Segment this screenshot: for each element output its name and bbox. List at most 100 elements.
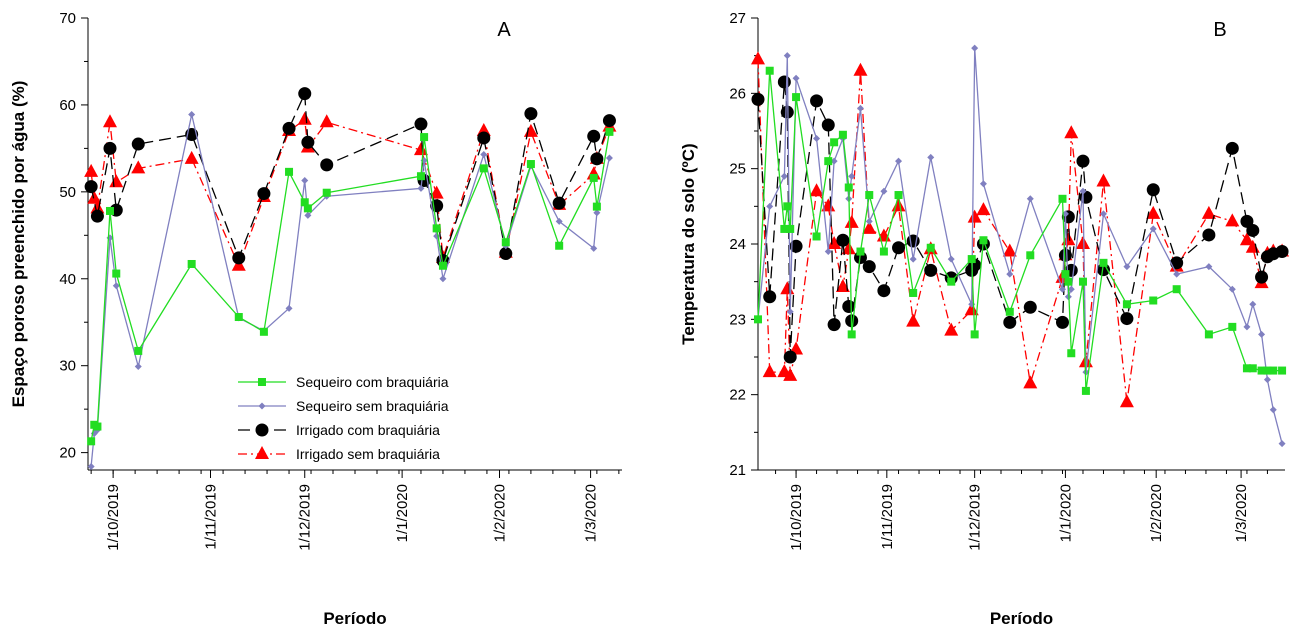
data-point-circle <box>842 300 856 314</box>
data-point-circle <box>751 92 765 106</box>
y-tick-label: 24 <box>729 236 746 253</box>
data-point-square <box>479 164 488 173</box>
data-point-square <box>605 127 614 136</box>
data-point-square <box>812 232 821 241</box>
y-tick-label: 26 <box>729 85 746 102</box>
data-point-triangle <box>1119 394 1134 408</box>
data-point-square <box>300 198 309 207</box>
data-point-square <box>526 160 535 169</box>
data-point-circle <box>1058 248 1072 262</box>
data-point-diamond <box>1205 263 1213 271</box>
data-point-triangle <box>809 183 824 197</box>
data-point-circle <box>131 137 145 151</box>
data-point-diamond <box>792 74 800 82</box>
data-point-square <box>926 243 935 252</box>
data-point-triangle <box>751 51 765 65</box>
data-point-diamond <box>927 153 935 161</box>
x-tick-label: 1/12/2019 <box>297 484 314 551</box>
data-point-triangle <box>862 220 877 234</box>
data-point-square <box>1242 364 1251 373</box>
legend-marker-diamond <box>258 402 266 410</box>
data-point-circle <box>298 87 312 101</box>
data-point-diamond <box>1149 225 1157 233</box>
data-point-circle <box>1120 312 1134 326</box>
data-point-square <box>93 422 102 431</box>
data-point-diamond <box>605 154 613 162</box>
data-point-circle <box>827 318 841 332</box>
data-point-square <box>847 330 856 339</box>
data-point-circle <box>1170 256 1184 270</box>
data-point-triangle <box>87 190 102 204</box>
data-point-diamond <box>880 187 888 195</box>
data-point-diamond <box>813 135 821 143</box>
data-point-circle <box>1023 300 1037 314</box>
data-point-diamond <box>783 52 791 60</box>
data-point-circle <box>1003 315 1017 329</box>
data-point-circle <box>821 118 835 132</box>
x-axis-title: Período <box>323 609 386 628</box>
chart-panel-b: 21 22 23 24 25 26 27 1/10/2019 1/11/2019 1/12/201… <box>679 10 1290 628</box>
data-point-triangle <box>853 62 868 76</box>
data-point-diamond <box>1079 187 1087 195</box>
data-point-triangle <box>1239 232 1254 246</box>
legend-marker-circle <box>255 423 269 437</box>
data-point-square <box>555 241 564 250</box>
data-point-triangle <box>844 214 859 228</box>
y-tick-label: 22 <box>729 387 746 404</box>
data-point-square <box>967 255 976 264</box>
data-point-diamond <box>865 217 873 225</box>
series-line <box>757 70 1283 391</box>
x-tick-label: 1/10/2019 <box>105 484 122 551</box>
data-point-diamond <box>417 184 425 192</box>
data-point-square <box>112 269 121 278</box>
data-point-diamond <box>433 232 441 240</box>
data-point-triangle <box>1064 125 1079 139</box>
data-point-triangle <box>297 111 312 125</box>
data-point-circle <box>836 233 850 247</box>
data-point-square <box>754 315 762 324</box>
data-point-square <box>1005 307 1014 316</box>
data-point-triangle <box>835 278 850 292</box>
data-point-square <box>844 183 853 192</box>
data-point-square <box>1248 364 1257 373</box>
data-point-diamond <box>188 110 196 118</box>
legend-label: Irrigado com braquiária <box>296 422 440 438</box>
x-tick-label: 1/3/2020 <box>583 484 600 542</box>
data-point-square <box>589 173 598 182</box>
data-point-circle <box>499 247 513 261</box>
data-point-circle <box>414 117 428 131</box>
data-point-diamond <box>87 463 95 471</box>
series-line <box>90 131 611 442</box>
data-point-square <box>1078 277 1087 286</box>
x-tick-label: 1/11/2019 <box>203 484 220 550</box>
data-point-circle <box>587 129 601 143</box>
legend: Sequeiro com braquiária Sequeiro sem braq… <box>238 374 449 462</box>
data-point-triangle <box>783 367 798 381</box>
data-point-diamond <box>1228 285 1236 293</box>
data-point-circle <box>1202 228 1216 242</box>
data-point-square <box>285 167 294 176</box>
data-point-diamond <box>780 172 788 180</box>
data-point-diamond <box>1006 270 1014 278</box>
series-sequeiro-com-braqui-ria <box>87 127 614 446</box>
data-point-diamond <box>1258 330 1266 338</box>
legend-marker-triangle <box>255 446 269 459</box>
y-tick-label: 25 <box>729 161 746 178</box>
data-point-diamond <box>285 304 293 312</box>
data-point-circle <box>602 114 616 128</box>
data-point-triangle <box>1096 173 1111 187</box>
y-tick-label: 70 <box>59 10 76 27</box>
chart-panel-a: 20 30 40 50 60 70 1/10/2019 1/11/2019 1/12/2019 1… <box>9 10 622 628</box>
data-point-circle <box>1055 315 1069 329</box>
data-point-square <box>765 66 774 75</box>
data-point-circle <box>783 350 797 364</box>
data-point-circle <box>232 251 246 265</box>
series-line <box>757 59 1283 403</box>
data-point-square <box>234 313 243 322</box>
x-tick-label: 1/2/2020 <box>491 484 508 542</box>
data-point-diamond <box>830 157 838 165</box>
data-point-square <box>420 133 429 142</box>
data-point-triangle <box>1075 236 1090 249</box>
